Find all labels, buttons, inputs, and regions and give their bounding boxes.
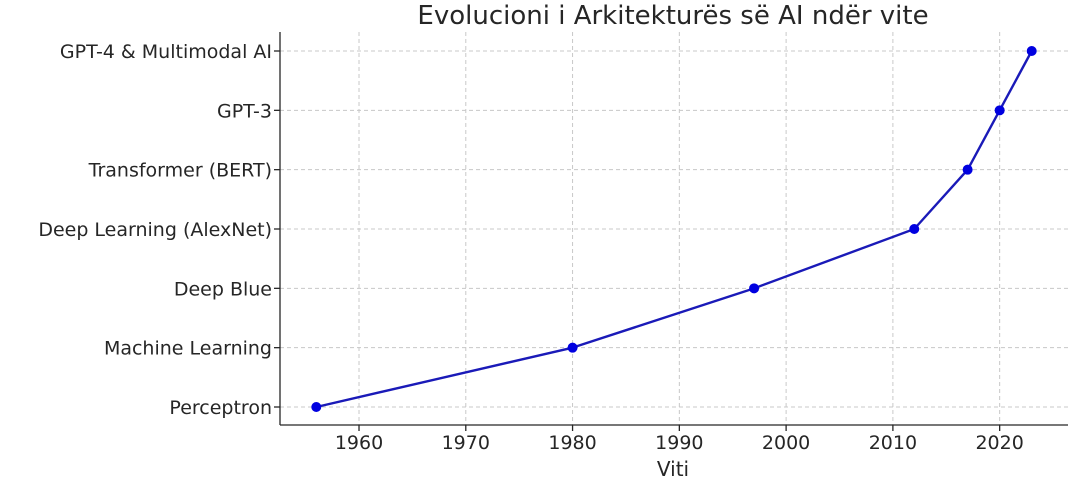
data-point — [567, 342, 578, 353]
chart-title: Evolucioni i Arkitekturës së AI ndër vit… — [417, 1, 928, 31]
y-tick-label: GPT-3 — [217, 100, 272, 122]
y-tick-label: Transformer (BERT) — [88, 160, 272, 182]
data-point — [909, 224, 920, 234]
x-tick-label: 2020 — [975, 432, 1023, 454]
grid-layer — [280, 32, 1068, 425]
y-tick-label: GPT-4 & Multimodal AI — [60, 41, 272, 63]
data-point — [1026, 46, 1037, 56]
ticks-layer: 1960 1970 1980 1990 2000 2010 2020 Perceptron Ma… — [38, 41, 1024, 454]
x-tick-label: 1960 — [335, 432, 383, 454]
data-point — [749, 283, 760, 294]
x-tick-label: 1990 — [655, 432, 703, 454]
y-tick-label: Machine Learning — [104, 338, 272, 360]
y-tick-label: Deep Blue — [174, 278, 272, 300]
data-point — [962, 164, 973, 175]
data-point — [994, 105, 1005, 116]
x-axis-label: Viti — [657, 457, 689, 481]
series-layer — [311, 46, 1037, 412]
x-tick-label: 1970 — [442, 432, 490, 454]
x-tick-label: 2010 — [869, 432, 917, 454]
data-point — [311, 402, 322, 412]
y-tick-label: Perceptron — [169, 397, 272, 419]
x-tick-label: 2000 — [762, 432, 810, 454]
x-tick-label: 1980 — [548, 432, 596, 454]
y-tick-label: Deep Learning (AlexNet) — [38, 219, 272, 241]
